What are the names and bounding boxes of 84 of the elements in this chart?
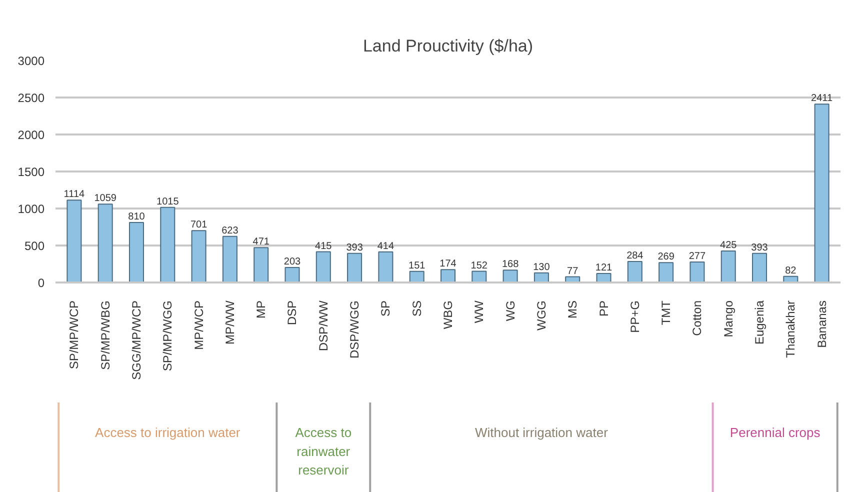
data-label: 1114: [64, 189, 86, 200]
bar: [378, 251, 394, 282]
bar: [596, 273, 612, 282]
data-label: 121: [595, 262, 613, 274]
x-tick-label: SP/MP/WCP: [67, 300, 82, 370]
x-tick-label: PP: [596, 300, 611, 317]
x-tick-label: Mango: [721, 300, 736, 338]
bar: [98, 204, 113, 282]
bar: [752, 252, 768, 282]
x-tick-label: DSP/WGG: [348, 300, 362, 358]
bar: [222, 236, 238, 282]
bar: [284, 266, 300, 282]
x-tick-label: SS: [410, 300, 424, 317]
x-tick-label: DSP: [285, 300, 300, 326]
data-label: 414: [377, 240, 394, 252]
x-tick-label: SGG/MP/WCP: [129, 300, 144, 380]
data-label: 77: [567, 266, 579, 277]
y-tick-label: 3000: [18, 54, 45, 68]
x-tick-label: Bananas: [814, 300, 829, 348]
x-tick-label: Thanakhar: [784, 300, 798, 358]
data-label: 2411: [811, 93, 833, 104]
bar: [472, 270, 487, 282]
data-label: 393: [346, 242, 364, 254]
bar: [66, 200, 82, 282]
bar: [316, 251, 331, 282]
data-label: 393: [751, 242, 768, 254]
y-tick-label: 0: [38, 276, 45, 290]
data-label: 277: [688, 251, 706, 262]
x-tick-label: TMT: [659, 300, 674, 326]
data-label: 152: [470, 260, 488, 272]
data-label: 1059: [94, 193, 117, 204]
data-label: 82: [785, 265, 797, 276]
x-tick-label: WW: [472, 300, 486, 324]
y-tick-label: 2500: [18, 91, 45, 105]
data-label: 168: [502, 259, 520, 270]
x-tick-label: MP/WW: [222, 300, 237, 344]
bar: [440, 269, 456, 282]
data-label: 174: [440, 258, 457, 270]
bar: [627, 260, 642, 282]
x-tick-label: DSP/WW: [316, 300, 330, 352]
text: Without irrigation water: [474, 425, 609, 440]
bar: [814, 104, 830, 282]
text: Perennial crops: [730, 425, 821, 440]
data-label: 701: [190, 220, 208, 231]
x-tick-label: WGG: [534, 300, 548, 330]
data-label: 810: [128, 212, 146, 223]
data-label: 471: [252, 236, 270, 248]
x-tick-label: Eugenia: [752, 300, 767, 345]
x-tick-label: SP/MP/WBG: [98, 300, 112, 370]
x-tick-label: MP: [254, 300, 268, 318]
bar: [409, 270, 424, 282]
x-tick-label: Cotton: [690, 300, 704, 336]
bar: [160, 206, 176, 282]
x-tick-label: SP/MP/WGG: [160, 300, 175, 372]
y-tick-label: 1500: [18, 165, 45, 179]
data-label: 425: [720, 240, 738, 252]
x-tick-label: SP: [378, 300, 393, 317]
bar: [690, 262, 705, 282]
data-label: 1015: [156, 196, 180, 208]
x-tick-label: WBG: [441, 300, 455, 330]
bar: [347, 252, 362, 282]
data-label: 269: [658, 252, 675, 263]
data-label: 415: [315, 240, 332, 252]
bar: [128, 222, 144, 282]
x-tick-label: MP/WCP: [192, 300, 206, 350]
y-tick-label: 1000: [18, 202, 45, 216]
bar: [502, 270, 518, 282]
chart-title: Land Prouctivity ($/ha): [362, 36, 534, 56]
data-label: 130: [533, 262, 550, 273]
text: Access to rainwater reservoir: [295, 425, 352, 478]
x-tick-label: MS: [566, 300, 580, 318]
data-label: 203: [284, 256, 302, 268]
bar: [720, 250, 736, 282]
data-label: 284: [626, 250, 644, 262]
data-label: 623: [222, 225, 239, 236]
y-tick-label: 500: [24, 239, 45, 253]
bar: [658, 262, 674, 282]
bar: [191, 230, 206, 282]
y-tick-label: 2000: [18, 128, 45, 142]
x-tick-label: PP+G: [628, 300, 642, 333]
data-label: 151: [408, 260, 426, 272]
bar: [254, 247, 269, 282]
x-tick-label: WG: [503, 300, 518, 322]
text: Access to irrigation water: [95, 425, 241, 440]
